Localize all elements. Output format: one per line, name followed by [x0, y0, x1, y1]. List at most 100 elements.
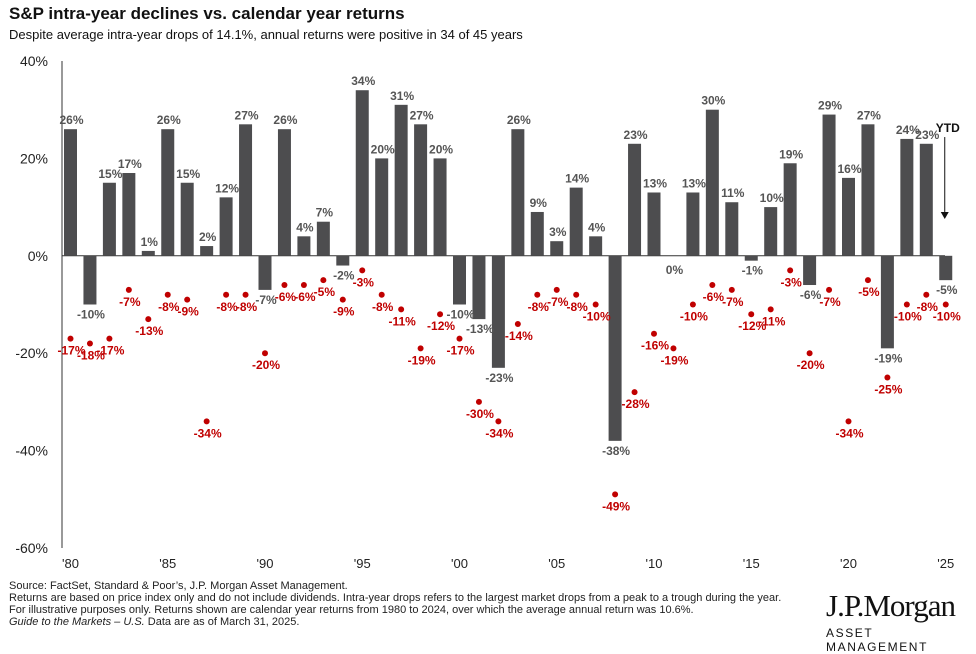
- y-tick-label: -40%: [15, 443, 48, 459]
- guide-note: Guide to the Markets – U.S. Data are as …: [9, 616, 799, 628]
- decline-dot: [748, 311, 755, 318]
- decline-label: -14%: [505, 329, 533, 343]
- return-label: 15%: [176, 167, 200, 181]
- return-bar: [316, 221, 330, 256]
- decline-dot: [184, 296, 191, 303]
- decline-dot: [903, 301, 910, 308]
- return-label: -19%: [874, 351, 902, 365]
- decline-dot: [300, 282, 307, 289]
- return-bar: [219, 197, 233, 256]
- decline-label: -3%: [780, 275, 802, 289]
- return-bar: [64, 129, 77, 256]
- return-label: 20%: [371, 142, 395, 156]
- chart-subtitle: Despite average intra-year drops of 14.1…: [9, 27, 523, 42]
- decline-label: -20%: [252, 358, 280, 372]
- decline-label: -13%: [135, 324, 163, 338]
- decline-label: -6%: [275, 290, 297, 304]
- return-bar: [375, 158, 389, 256]
- return-bar: [530, 211, 544, 256]
- x-tick-label: '00: [451, 556, 468, 571]
- return-label: 23%: [624, 128, 648, 142]
- x-tick-label: '85: [159, 556, 176, 571]
- decline-label: -12%: [738, 319, 766, 333]
- return-bar: [764, 207, 778, 256]
- decline-dot: [106, 335, 113, 342]
- decline-dot: [592, 301, 599, 308]
- decline-label: -7%: [547, 295, 569, 309]
- decline-label: -30%: [466, 407, 494, 421]
- decline-dot: [242, 291, 249, 298]
- decline-label: -5%: [858, 285, 880, 299]
- decline-dot: [281, 282, 288, 289]
- return-bar: [355, 90, 369, 256]
- decline-label: -17%: [57, 344, 85, 358]
- decline-label: -8%: [567, 300, 589, 314]
- decline-label: -34%: [835, 426, 863, 440]
- data-date: Data are as of March 31, 2025.: [144, 616, 300, 628]
- decline-label: -5%: [314, 285, 336, 299]
- decline-dot: [417, 345, 424, 352]
- return-label: 34%: [351, 74, 375, 88]
- decline-dot: [573, 291, 580, 298]
- x-tick-label: '05: [548, 556, 565, 571]
- return-bar: [297, 236, 311, 256]
- return-bar: [258, 255, 272, 290]
- x-tick-label: '95: [354, 556, 371, 571]
- decline-dot: [553, 286, 560, 293]
- return-label: 16%: [837, 162, 861, 176]
- guide-title: Guide to the Markets – U.S.: [9, 616, 145, 628]
- y-tick-label: 0%: [28, 248, 48, 264]
- decline-label: -10%: [680, 310, 708, 324]
- return-bar: [783, 163, 797, 256]
- decline-dot: [514, 320, 521, 327]
- return-bar: [725, 202, 739, 256]
- return-label: 26%: [273, 113, 297, 127]
- decline-dot: [378, 291, 385, 298]
- return-bar: [803, 255, 817, 286]
- decline-dot: [689, 301, 696, 308]
- return-label: 11%: [721, 186, 745, 200]
- return-label: 15%: [98, 167, 122, 181]
- return-label: 19%: [779, 147, 803, 161]
- return-label: 13%: [643, 176, 667, 190]
- decline-label: -8%: [372, 300, 394, 314]
- return-label: 26%: [59, 113, 83, 127]
- return-bar: [589, 236, 603, 256]
- decline-dot: [437, 311, 444, 318]
- return-bar: [239, 124, 253, 256]
- decline-dot: [125, 286, 132, 293]
- return-label: 17%: [118, 157, 142, 171]
- decline-label: -10%: [583, 310, 611, 324]
- return-label: 2%: [199, 230, 217, 244]
- decline-dot: [787, 267, 794, 274]
- return-label: -23%: [485, 371, 513, 385]
- return-label: 12%: [215, 181, 239, 195]
- y-tick-label: -60%: [15, 540, 48, 556]
- return-label: 27%: [857, 108, 881, 122]
- decline-label: -7%: [819, 295, 841, 309]
- return-bar: [919, 143, 933, 256]
- decline-dot: [475, 398, 482, 405]
- methodology-note: Returns are based on price index only an…: [9, 592, 782, 616]
- return-bar: [414, 124, 428, 256]
- decline-dot: [495, 418, 502, 425]
- decline-dot: [826, 286, 833, 293]
- return-bar: [744, 255, 758, 261]
- return-label: 30%: [701, 94, 725, 108]
- return-bar: [861, 124, 875, 256]
- return-bar: [686, 192, 700, 256]
- decline-label: -12%: [427, 319, 455, 333]
- return-label: -7%: [255, 293, 277, 307]
- return-bar: [336, 255, 350, 266]
- source-note: Source: FactSet, Standard & Poor’s, J.P.…: [9, 580, 348, 592]
- decline-label: -6%: [703, 290, 725, 304]
- y-tick-label: 40%: [20, 53, 48, 69]
- decline-dot: [767, 306, 774, 313]
- return-label: 4%: [296, 220, 314, 234]
- x-tick-label: '20: [840, 556, 857, 571]
- decline-dot: [262, 350, 268, 357]
- return-label: 20%: [429, 142, 453, 156]
- x-tick-label: '25: [937, 556, 954, 571]
- decline-dot: [203, 418, 210, 425]
- decline-label: -25%: [874, 383, 902, 397]
